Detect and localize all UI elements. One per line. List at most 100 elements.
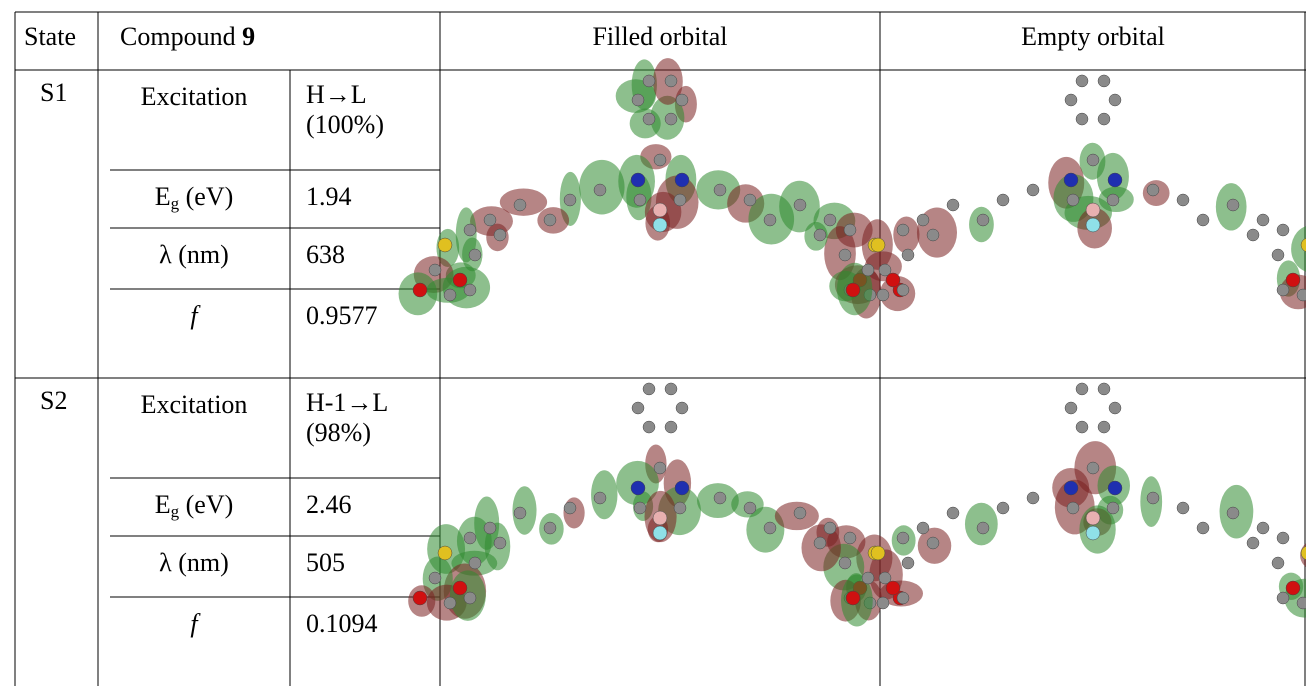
atom — [413, 591, 427, 605]
lambda-value: 505 — [306, 548, 345, 578]
atom — [438, 238, 452, 252]
eg-rest: (eV) — [179, 182, 233, 211]
atom — [1027, 492, 1039, 504]
atom — [631, 481, 645, 495]
atom — [744, 194, 756, 206]
atom — [1197, 522, 1209, 534]
atom — [846, 591, 860, 605]
state: S2 — [40, 386, 67, 416]
atom — [653, 526, 667, 540]
atom — [634, 194, 646, 206]
atom — [1277, 532, 1289, 544]
atom — [653, 203, 667, 217]
atom — [927, 537, 939, 549]
atom — [665, 113, 677, 125]
atom — [1107, 502, 1119, 514]
atom — [1257, 214, 1269, 226]
atom — [1098, 113, 1110, 125]
atom — [1286, 273, 1300, 287]
atom — [643, 113, 655, 125]
atom — [877, 597, 889, 609]
f-label: f — [98, 609, 290, 639]
atom — [1247, 537, 1259, 549]
atom — [824, 214, 836, 226]
atom — [429, 572, 441, 584]
atom — [917, 522, 929, 534]
atom — [897, 224, 909, 236]
atom — [862, 264, 874, 276]
lambda-value: 638 — [306, 240, 345, 270]
atom — [643, 421, 655, 433]
atom — [654, 462, 666, 474]
atom — [643, 383, 655, 395]
atom — [862, 572, 874, 584]
atom — [484, 214, 496, 226]
atom — [665, 421, 677, 433]
header-compound: Compound 9 — [120, 22, 255, 52]
atom — [1272, 249, 1284, 261]
atom — [1108, 173, 1122, 187]
atom — [464, 224, 476, 236]
atom — [1087, 462, 1099, 474]
atom — [676, 94, 688, 106]
atom — [1107, 194, 1119, 206]
atom — [1086, 218, 1100, 232]
atom — [886, 273, 900, 287]
atom — [1277, 284, 1289, 296]
atom — [1065, 94, 1077, 106]
atom — [674, 194, 686, 206]
atom — [814, 537, 826, 549]
atom — [1098, 383, 1110, 395]
atom — [438, 546, 452, 560]
atom — [1147, 184, 1159, 196]
atom — [675, 173, 689, 187]
atom — [544, 214, 556, 226]
state: S1 — [40, 78, 67, 108]
atom — [997, 502, 1009, 514]
atom — [594, 184, 606, 196]
eg-rest: (eV) — [179, 490, 233, 519]
atom — [897, 284, 909, 296]
atom — [444, 597, 456, 609]
atom — [1067, 194, 1079, 206]
atom — [413, 283, 427, 297]
atom — [544, 522, 556, 534]
atom — [1147, 492, 1159, 504]
atom — [665, 383, 677, 395]
eg-main: E — [155, 182, 171, 211]
atom — [794, 199, 806, 211]
compound-text: Compound — [120, 22, 242, 51]
atom — [1272, 557, 1284, 569]
atom — [514, 199, 526, 211]
atom — [886, 581, 900, 595]
atom — [997, 194, 1009, 206]
atom — [839, 557, 851, 569]
atom — [484, 522, 496, 534]
atom — [1098, 421, 1110, 433]
lambda-label: λ (nm) — [98, 548, 290, 578]
atom — [1076, 421, 1088, 433]
excitation-value: H→L (100%) — [306, 80, 426, 140]
atom — [1064, 173, 1078, 187]
atom — [1086, 203, 1100, 217]
atom — [917, 214, 929, 226]
atom — [897, 532, 909, 544]
atom — [1177, 502, 1189, 514]
f-value: 0.9577 — [306, 301, 378, 331]
excitation-value: H-1→L (98%) — [306, 388, 426, 448]
atom — [871, 546, 885, 560]
atom — [1086, 526, 1100, 540]
atom — [1076, 75, 1088, 87]
eg-value: 2.46 — [306, 490, 352, 520]
atom — [1086, 511, 1100, 525]
page: State Compound 9 Filled orbital Empty or… — [0, 0, 1306, 686]
atom — [453, 273, 467, 287]
atom — [634, 502, 646, 514]
atom — [1177, 194, 1189, 206]
atom — [1027, 184, 1039, 196]
atom — [1227, 199, 1239, 211]
eg-sub: g — [171, 194, 180, 213]
atom — [1087, 154, 1099, 166]
atom — [902, 249, 914, 261]
atom — [744, 502, 756, 514]
